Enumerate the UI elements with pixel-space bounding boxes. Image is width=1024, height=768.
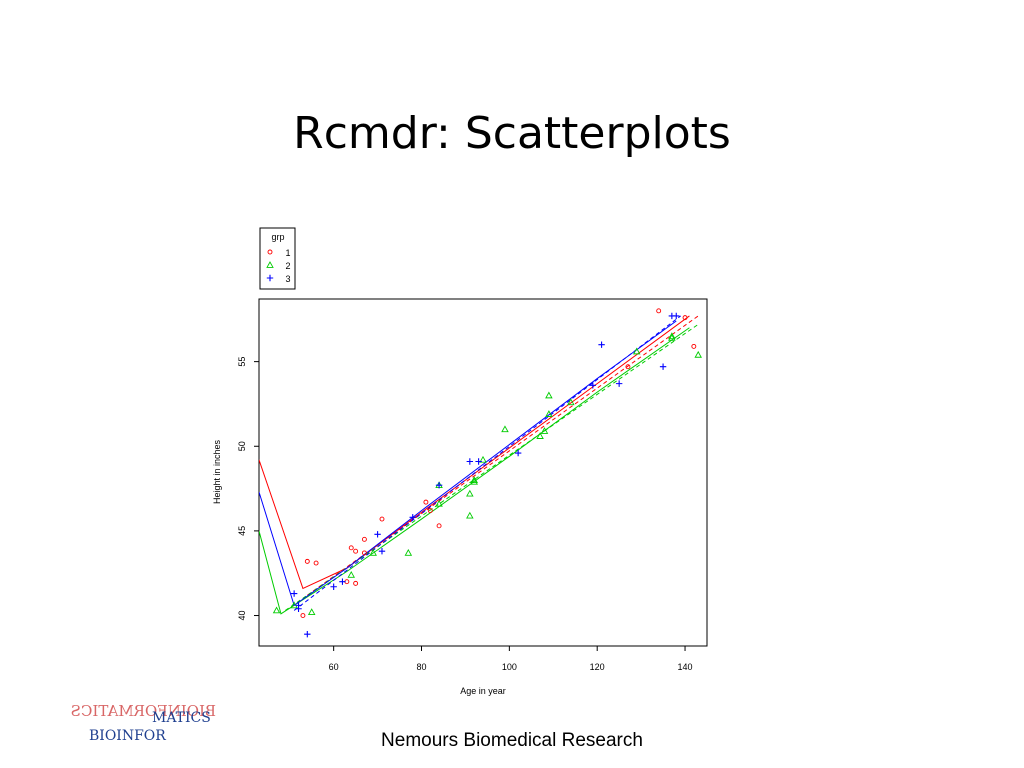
legend-marker-1: [267, 249, 273, 255]
data-point-grp-1: [436, 523, 442, 529]
data-point-grp-2: [479, 455, 487, 463]
data-point-grp-3: [330, 583, 337, 590]
data-point-grp-2: [632, 347, 641, 355]
data-point-grp-3: [615, 380, 623, 387]
fit-lines: [259, 315, 699, 615]
data-point-grp-2: [545, 391, 553, 399]
data-point-grp-2: [536, 432, 544, 439]
legend-title: grp: [271, 232, 284, 242]
data-point-grp-2: [540, 427, 549, 434]
legend-label-3: 3: [285, 274, 290, 284]
data-point-grp-1: [656, 308, 662, 314]
data-point-grp-3: [673, 312, 680, 320]
legend-marker-3: [266, 274, 274, 282]
plot-frame: [258, 298, 708, 647]
data-point-grp-2: [501, 425, 509, 433]
legend-items: 1 2 3: [266, 248, 291, 284]
footer-text: Nemours Biomedical Research: [381, 730, 643, 751]
y-axis: 40 45 50 55: [237, 357, 259, 621]
data-point-grp-3: [374, 531, 381, 538]
x-tick-label: 100: [502, 662, 517, 672]
slide-title: Rcmdr: Scatterplots: [293, 108, 731, 159]
legend-label-2: 2: [285, 261, 290, 271]
x-tick-label: 120: [590, 662, 605, 672]
x-tick-label: 140: [678, 662, 693, 672]
data-point-grp-3: [589, 382, 597, 389]
data-point-grp-2: [545, 410, 553, 417]
data-point-grp-1: [361, 550, 367, 556]
data-point-grp-2: [466, 489, 474, 497]
data-point-grp-2: [404, 548, 413, 556]
data-point-grp-3: [466, 458, 474, 465]
logo-mirrored-text: BIOINFORMATICS: [71, 702, 216, 720]
regression-line-grp-3: [293, 315, 681, 611]
y-tick-label: 45: [237, 526, 247, 536]
data-point-grp-3: [295, 605, 302, 612]
data-point-grp-2: [668, 334, 676, 341]
data-point-grp-2: [466, 511, 474, 519]
data-point-grp-3: [304, 630, 311, 638]
data-point-grp-3: [435, 481, 443, 489]
legend-box: [259, 227, 296, 290]
data-point-grp-3: [290, 590, 298, 597]
data-point-grp-3: [409, 514, 416, 521]
x-axis: 60 80 100 120 140: [329, 646, 693, 672]
data-point-grp-1: [353, 548, 359, 554]
x-tick-label: 80: [417, 662, 427, 672]
data-point-grp-1: [353, 580, 359, 586]
data-point-grp-1: [682, 315, 688, 321]
data-point-grp-2: [668, 332, 676, 340]
data-point-grp-3: [475, 458, 482, 465]
data-point-grp-2: [470, 476, 478, 483]
data-point-grp-2: [369, 548, 377, 556]
data-point-grp-1: [625, 364, 631, 370]
y-axis-title: Height in inches: [212, 439, 222, 504]
x-tick-label: 60: [329, 662, 339, 672]
data-point-grp-3: [598, 341, 605, 348]
data-point-grp-1: [300, 613, 306, 618]
smooth-line-grp-3: [259, 320, 677, 607]
data-point-grp-1: [304, 558, 310, 564]
data-point-grp-1: [379, 516, 385, 522]
data-point-grp-2: [272, 606, 281, 614]
data-point-grp-2: [694, 350, 702, 358]
data-point-grp-1: [423, 499, 429, 505]
logo-text-top: MATICS: [152, 710, 211, 726]
data-point-grp-2: [470, 477, 478, 485]
data-point-grp-1: [313, 560, 319, 566]
logo-text-bottom: BIOINFOR: [89, 728, 166, 744]
legend-label-1: 1: [285, 248, 290, 258]
bioinformatics-logo: BIOINFORMATICS MATICS BIOINFOR: [71, 702, 216, 744]
data-point-grp-2: [567, 398, 575, 406]
data-point-grp-3: [514, 449, 522, 457]
data-point-grp-2: [435, 499, 443, 507]
smooth-line-grp-2: [259, 327, 690, 615]
data-point-grp-1: [348, 545, 354, 551]
data-point-grp-3: [378, 548, 386, 555]
data-point-grp-2: [307, 608, 316, 615]
data-point-grp-1: [427, 508, 433, 514]
data-point-grp-3: [659, 363, 667, 370]
legend-marker-2: [266, 261, 274, 268]
data-point-grp-2: [347, 570, 356, 578]
x-axis-title: Age in year: [460, 686, 506, 696]
smooth-line-grp-1: [259, 315, 690, 590]
y-tick-label: 55: [237, 357, 247, 367]
y-tick-label: 40: [237, 611, 247, 621]
data-point-grp-1: [361, 536, 367, 542]
data-points: [272, 308, 702, 638]
legend: grp 1 2 3: [259, 227, 296, 290]
data-point-grp-3: [339, 578, 346, 585]
y-tick-label: 50: [237, 441, 247, 451]
data-point-grp-1: [691, 343, 697, 349]
